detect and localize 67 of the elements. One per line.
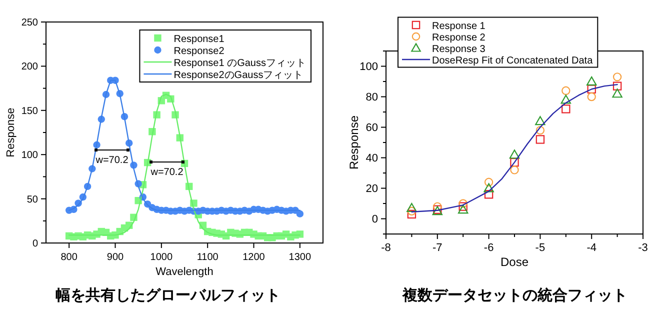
legend-label: Response1 のGaussフィット bbox=[174, 58, 306, 69]
y-tick-label: 150 bbox=[21, 106, 38, 117]
x-tick-label: -8 bbox=[381, 242, 391, 254]
text: 幅を共有したグローバルフィット bbox=[56, 287, 280, 304]
point bbox=[407, 210, 416, 219]
x-tick-label: -6 bbox=[484, 242, 494, 254]
y-tick-label: 100 bbox=[21, 150, 38, 162]
point bbox=[458, 202, 468, 211]
x-tick-label: -3 bbox=[638, 242, 648, 254]
x-tick-label: 800 bbox=[60, 252, 78, 263]
x-axis-title: Wavelength bbox=[156, 266, 214, 278]
point bbox=[509, 150, 520, 159]
annotation: w=70.2 bbox=[150, 167, 184, 178]
point bbox=[535, 116, 546, 126]
x-tick-label: -4 bbox=[586, 242, 596, 254]
annotation: w=70.2 bbox=[94, 155, 129, 166]
point bbox=[484, 183, 494, 192]
y-tick-label: 250 bbox=[21, 18, 38, 28]
legend-label: Response 2 bbox=[432, 32, 486, 44]
point bbox=[458, 204, 468, 214]
y-tick-label: 0 bbox=[32, 238, 38, 250]
y-tick-label: 50 bbox=[26, 194, 38, 206]
point bbox=[562, 104, 570, 114]
point bbox=[560, 94, 572, 104]
point bbox=[536, 126, 545, 135]
y-axis-title: Response bbox=[5, 108, 17, 158]
point bbox=[510, 166, 519, 174]
point bbox=[612, 72, 622, 82]
x-tick-label: -7 bbox=[432, 242, 442, 254]
x-tick-label: 1200 bbox=[242, 252, 266, 263]
point bbox=[406, 202, 417, 212]
point bbox=[484, 190, 494, 199]
point bbox=[407, 206, 416, 216]
point bbox=[484, 178, 494, 186]
x-axis-title: Dose bbox=[500, 255, 529, 269]
y-tick-label: 100 bbox=[360, 61, 378, 74]
point bbox=[458, 199, 468, 208]
y-tick-label: 80 bbox=[366, 92, 378, 104]
y-tick-label: 0 bbox=[372, 214, 378, 226]
text: 複数データセットの統合フィット bbox=[402, 287, 628, 304]
point bbox=[587, 92, 596, 102]
x-tick-label: 1300 bbox=[288, 252, 312, 263]
legend-label: Response1 bbox=[174, 34, 225, 45]
point bbox=[562, 86, 570, 95]
legend-label: Response 1 bbox=[432, 21, 486, 32]
point bbox=[296, 210, 304, 218]
legend-label: Response2のGaussフィット bbox=[174, 70, 304, 81]
point bbox=[536, 135, 545, 144]
y-tick-label: 20 bbox=[366, 183, 378, 196]
y-tick-label: 60 bbox=[366, 122, 378, 134]
point bbox=[586, 76, 597, 86]
point bbox=[612, 82, 622, 90]
point bbox=[612, 88, 622, 98]
x-tick-label: 1100 bbox=[196, 252, 219, 263]
point bbox=[510, 158, 519, 167]
point bbox=[587, 84, 596, 94]
y-axis-title: Response bbox=[347, 115, 361, 170]
point bbox=[296, 230, 304, 238]
x-tick-label: -5 bbox=[535, 242, 546, 254]
y-tick-label: 200 bbox=[21, 62, 38, 73]
legend-label: Response 3 bbox=[432, 44, 486, 55]
legend-label: Response2 bbox=[174, 46, 225, 57]
x-tick-label: 1000 bbox=[150, 252, 173, 263]
y-tick-label: 40 bbox=[366, 152, 378, 165]
point bbox=[433, 202, 442, 211]
x-tick-label: 900 bbox=[106, 252, 124, 263]
legend-label: DoseResp Fit of Concatenated Data bbox=[432, 56, 594, 66]
